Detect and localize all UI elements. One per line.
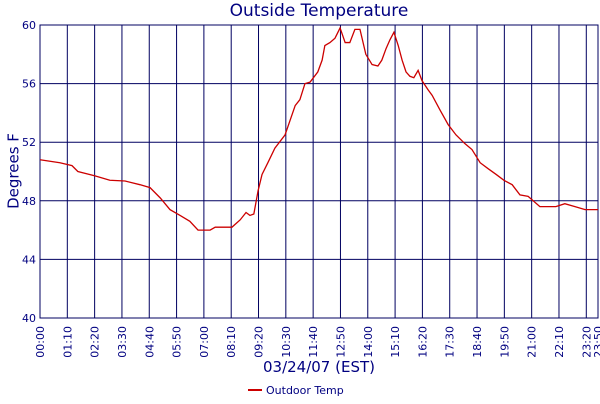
x-tick-label: 12:50 — [334, 326, 347, 358]
x-tick-label: 01:10 — [61, 326, 74, 358]
plot-area — [39, 24, 599, 319]
x-tick-label: 10:30 — [280, 326, 293, 358]
y-tick-label: 60 — [22, 19, 36, 32]
x-tick-label: 23:20 — [580, 326, 593, 358]
x-tick-label: 05:50 — [171, 326, 184, 358]
y-tick-label: 48 — [22, 195, 36, 208]
x-tick-label: 03:30 — [116, 326, 129, 358]
x-tick-label: 17:30 — [444, 326, 457, 358]
legend-label: Outdoor Temp — [266, 384, 344, 397]
x-tick-label: 15:10 — [389, 326, 402, 358]
x-tick-label: 16:20 — [416, 326, 429, 358]
x-tick-label: 21:00 — [526, 326, 539, 358]
y-axis-label: Degrees F — [5, 133, 23, 209]
x-tick-label: 22:10 — [553, 326, 566, 358]
x-tick-label: 00:00 — [34, 326, 47, 358]
x-tick-label: 23:50 — [592, 326, 600, 358]
x-tick-label: 02:20 — [89, 326, 102, 358]
x-tick-label: 19:50 — [498, 326, 511, 358]
x-tick-label: 08:10 — [225, 326, 238, 358]
y-tick-label: 44 — [22, 253, 36, 266]
x-tick-label: 11:40 — [307, 326, 320, 358]
x-tick-label: 09:20 — [253, 326, 266, 358]
x-axis-label: 03/24/07 (EST) — [263, 358, 375, 376]
x-tick-label: 14:00 — [362, 326, 375, 358]
y-tick-label: 40 — [22, 312, 36, 325]
y-tick-label: 52 — [22, 136, 36, 149]
x-tick-label: 18:40 — [471, 326, 484, 358]
data-line — [39, 26, 598, 231]
x-tick-label: 07:00 — [198, 326, 211, 358]
y-tick-label: 56 — [22, 78, 36, 91]
chart-title: Outside Temperature — [230, 1, 409, 21]
x-tick-label: 04:40 — [143, 326, 156, 358]
